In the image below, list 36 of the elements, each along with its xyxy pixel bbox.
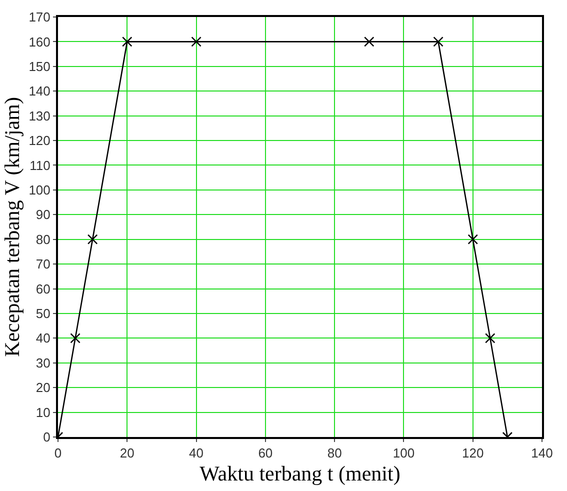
y-tick-label: 160 — [28, 34, 50, 50]
y-tick-label: 10 — [36, 404, 50, 420]
point — [191, 36, 202, 47]
y-tick-label: 20 — [36, 380, 50, 396]
point — [70, 333, 80, 344]
y-tick-label: 110 — [30, 158, 50, 173]
x-tick-label: 60 — [258, 446, 273, 461]
y-tick-label: 50 — [36, 306, 50, 322]
x-tick-label: 40 — [189, 446, 204, 461]
y-axis-title: Kecepatan terbang V (km/jam) — [0, 97, 24, 357]
y-tick-label: 170 — [28, 10, 50, 25]
x-tick-label: 100 — [392, 446, 415, 461]
x-tick-label: 140 — [531, 446, 553, 461]
y-tick-label: 70 — [36, 256, 50, 272]
x-tick-label: 20 — [120, 446, 134, 461]
point — [484, 333, 496, 344]
y-tick-label: 140 — [28, 84, 50, 99]
x-tick-label: 0 — [54, 446, 62, 461]
point — [122, 36, 132, 47]
y-tick-label: 100 — [28, 182, 50, 198]
y-tick-label: 0 — [43, 430, 50, 445]
y-tick-label: 40 — [36, 330, 50, 346]
y-tick-label: 80 — [36, 232, 50, 247]
point — [433, 36, 444, 47]
y-tick-label: 130 — [28, 108, 50, 124]
y-tick-label: 30 — [36, 355, 50, 370]
x-tick-label: 120 — [462, 446, 484, 461]
y-tick-label: 60 — [36, 281, 50, 296]
y-tick-label: 120 — [28, 133, 50, 148]
x-axis-title: Waktu terbang t (menit) — [200, 461, 400, 486]
x-tick-label: 80 — [327, 446, 342, 461]
y-tick-label: 150 — [28, 58, 50, 74]
y-tick-label: 90 — [36, 207, 50, 222]
point — [87, 234, 98, 244]
point — [468, 234, 478, 244]
point — [364, 36, 374, 47]
